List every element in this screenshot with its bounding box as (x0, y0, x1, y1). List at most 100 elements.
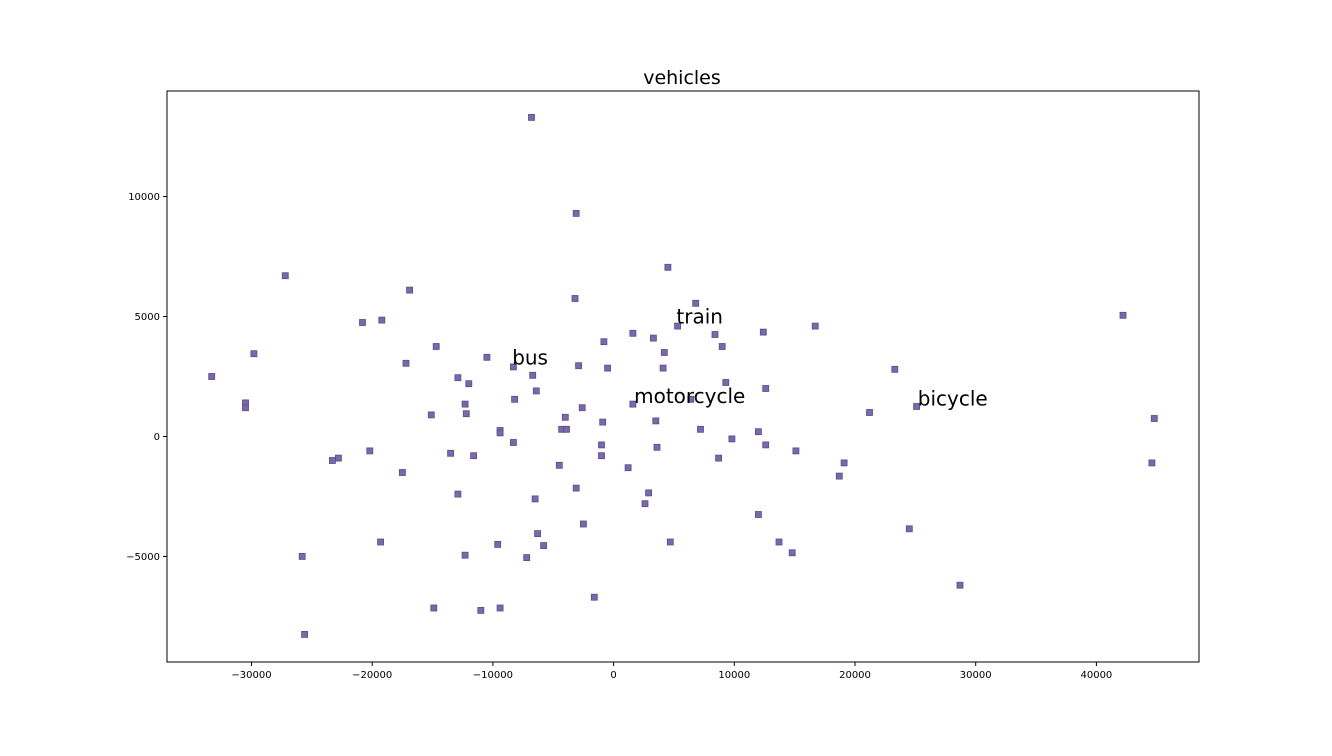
data-point (470, 452, 478, 460)
data-point (523, 554, 531, 561)
data-point (1148, 459, 1156, 467)
data-point (359, 319, 366, 326)
data-point (666, 538, 674, 546)
y-tick-label: 10000 (128, 192, 160, 203)
data-point (598, 441, 605, 449)
data-point (528, 114, 535, 121)
data-point (653, 443, 661, 451)
data-point (529, 371, 537, 379)
data-point (578, 404, 586, 412)
data-point (572, 209, 580, 217)
data-point (652, 417, 660, 425)
data-point (840, 459, 848, 467)
data-point (659, 364, 667, 372)
data-point (509, 363, 517, 371)
data-point (572, 484, 580, 492)
data-point (208, 373, 216, 380)
data-point (905, 525, 913, 533)
data-point (913, 403, 920, 410)
data-point (462, 410, 470, 418)
data-point (532, 387, 540, 395)
data-point (301, 631, 309, 638)
x-tick-label: −30000 (231, 670, 271, 681)
data-point (531, 495, 539, 503)
data-point (465, 380, 473, 388)
data-point (496, 604, 504, 612)
data-point (430, 604, 438, 612)
data-point (250, 350, 258, 358)
data-point (432, 343, 440, 350)
data-point (534, 530, 541, 537)
annotation-label: bicycle (918, 386, 988, 410)
data-point (494, 541, 502, 548)
x-tick-label: 20000 (839, 670, 871, 681)
x-tick-label: 30000 (960, 670, 992, 681)
data-point (762, 385, 770, 392)
x-axis: −30000 −20000 −10000 0 10000 20000 30000 40000 (231, 662, 1112, 681)
data-point (692, 299, 700, 307)
points-layer (208, 114, 1158, 638)
data-point (580, 520, 587, 528)
data-point (509, 439, 517, 446)
data-point (755, 428, 762, 436)
data-point (496, 429, 504, 437)
y-tick-label: 0 (154, 432, 160, 443)
data-point (674, 322, 681, 330)
annotations-layer: train bus motorcycle bicycle (512, 305, 988, 411)
plot-area-frame (166, 90, 1200, 663)
data-point (792, 447, 800, 455)
data-point (575, 362, 582, 370)
data-point (598, 452, 605, 460)
data-point (378, 316, 386, 324)
data-point (604, 364, 611, 372)
data-point (629, 329, 637, 337)
data-point (645, 489, 652, 497)
data-point (540, 542, 547, 549)
data-point (775, 538, 783, 546)
data-point (511, 395, 519, 403)
chart-title: vehicles (643, 67, 721, 89)
annotation-label: bus (512, 346, 548, 370)
data-point (1119, 311, 1127, 319)
data-point (866, 409, 873, 416)
data-point (242, 404, 249, 412)
data-point (563, 425, 570, 433)
data-point (561, 413, 569, 421)
x-tick-label: 40000 (1080, 670, 1112, 681)
data-point (722, 379, 730, 386)
data-point (711, 331, 719, 338)
data-point (687, 395, 695, 403)
data-point (402, 359, 410, 367)
data-point (298, 553, 306, 560)
data-point (664, 263, 672, 271)
x-tick-label: 10000 (718, 670, 750, 681)
data-point (788, 549, 796, 557)
data-point (555, 461, 563, 469)
annotation-label: train (676, 305, 723, 329)
data-point (398, 469, 406, 476)
data-point (599, 418, 607, 426)
data-point (728, 435, 736, 443)
data-point (447, 449, 455, 457)
data-point (650, 334, 657, 342)
data-point (483, 353, 491, 361)
data-point (328, 457, 336, 464)
data-point (281, 272, 289, 280)
data-point (811, 322, 819, 330)
data-point (454, 374, 462, 382)
data-point (377, 538, 385, 546)
data-point (624, 464, 632, 472)
x-tick-label: 0 (610, 670, 616, 681)
data-point (461, 400, 469, 408)
data-point (600, 338, 608, 346)
data-point (759, 328, 767, 336)
x-tick-label: −10000 (473, 670, 513, 681)
data-point (1150, 415, 1158, 422)
data-point (835, 472, 843, 480)
data-point (762, 441, 770, 449)
data-point (956, 581, 964, 589)
data-point (755, 511, 762, 518)
data-point (334, 454, 342, 462)
data-point (477, 607, 485, 614)
